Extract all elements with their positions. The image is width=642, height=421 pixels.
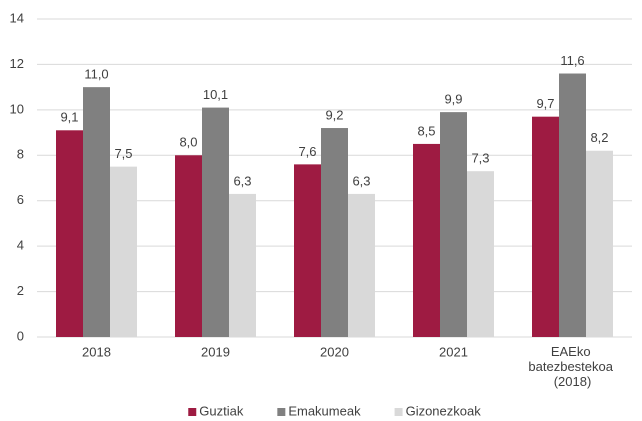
data-label: 11,0 — [84, 67, 108, 82]
bar — [229, 193, 256, 337]
data-label: 7,3 — [471, 151, 489, 166]
data-label: 8,0 — [179, 135, 197, 150]
data-label: 6,3 — [352, 173, 370, 188]
legend-swatch — [277, 408, 286, 416]
bar — [586, 150, 613, 337]
bar — [467, 171, 494, 337]
bar — [110, 166, 137, 337]
data-label: 9,7 — [536, 96, 554, 111]
y-tick-label: 6 — [17, 192, 24, 207]
x-tick-label: 2018 — [82, 344, 111, 359]
data-label: 9,2 — [325, 107, 343, 122]
legend-label: Guztiak — [199, 403, 244, 418]
y-tick-label: 12 — [10, 56, 24, 71]
bar — [294, 164, 321, 337]
legend-swatch — [188, 408, 197, 416]
bar — [348, 193, 375, 337]
y-tick-label: 0 — [17, 328, 24, 343]
data-label: 11,6 — [560, 53, 584, 68]
bar — [175, 155, 202, 337]
x-tick-label: EAEko batezbestekoa (2018) — [528, 344, 616, 389]
legend-label: Gizonezkoak — [406, 403, 482, 418]
data-label: 8,5 — [417, 123, 435, 138]
x-tick-label: 2020 — [320, 344, 349, 359]
data-label: 8,2 — [590, 130, 608, 145]
bar — [83, 87, 110, 338]
bar — [440, 112, 467, 337]
x-tick-label: 2021 — [439, 344, 468, 359]
bar — [413, 143, 440, 337]
y-tick-label: 14 — [10, 10, 24, 25]
data-label: 10,1 — [203, 87, 228, 102]
bar — [532, 116, 559, 338]
bar — [56, 130, 83, 337]
bar — [202, 107, 229, 337]
y-tick-label: 4 — [17, 238, 24, 253]
y-tick-label: 8 — [17, 147, 24, 162]
data-label: 6,3 — [233, 173, 251, 188]
bar — [321, 128, 348, 337]
data-label: 9,1 — [60, 110, 78, 125]
legend-label: Emakumeak — [288, 403, 361, 418]
data-label: 9,9 — [444, 92, 462, 107]
bar — [559, 73, 586, 337]
x-tick-label: 2019 — [201, 344, 230, 359]
data-label: 7,6 — [298, 144, 316, 159]
y-tick-label: 10 — [10, 101, 24, 116]
y-tick-label: 2 — [17, 283, 24, 298]
data-label: 7,5 — [114, 146, 132, 161]
legend-swatch — [394, 408, 403, 416]
